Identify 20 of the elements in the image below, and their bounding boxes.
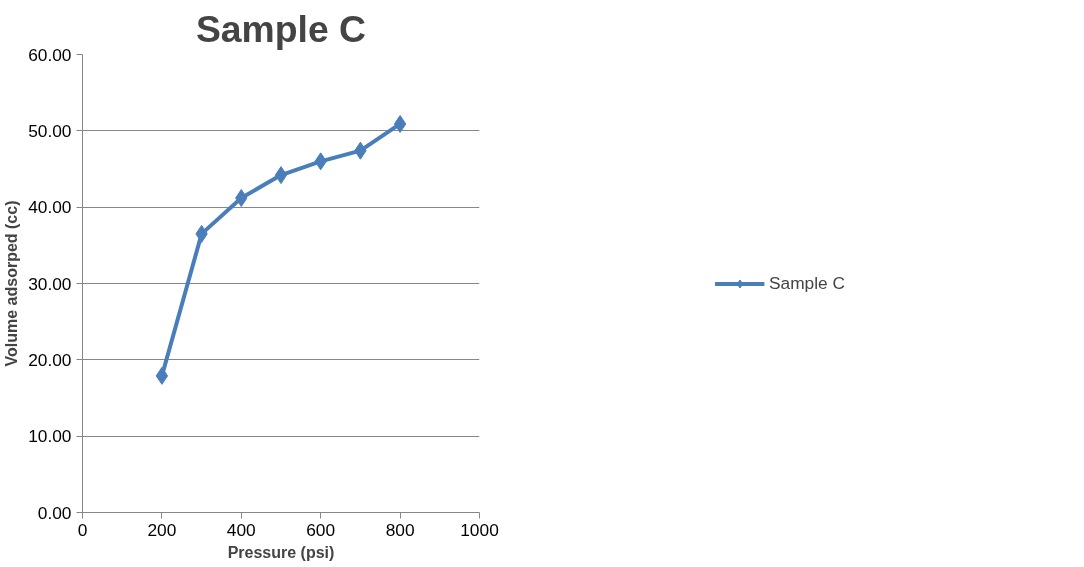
y-tick-label: 30.00 [28,273,72,294]
y-tick-label: 40.00 [28,197,72,218]
x-tick-label: 600 [306,519,336,540]
point [274,166,288,185]
x-tick-label: 200 [147,519,177,540]
x-tick-label: 400 [226,519,256,540]
point [393,114,407,133]
y-axis-title: Volume adsorped (cc) [3,200,21,367]
x-tick-label: 0 [77,519,88,540]
point [155,366,169,385]
y-tick-label: 50.00 [28,120,72,141]
x-tick-label: 800 [385,519,415,540]
y-tick-label: 20.00 [28,349,72,370]
y-tick-label: 0.00 [37,502,72,523]
y-tick-label: 10.00 [28,426,72,447]
x-axis-title: Pressure (psi) [227,543,335,561]
y-tick-label: 60.00 [28,44,72,65]
legend-label: Sample C [768,272,846,294]
x-tick-label: 1000 [460,519,499,540]
chart-title: Sample C [195,7,367,50]
